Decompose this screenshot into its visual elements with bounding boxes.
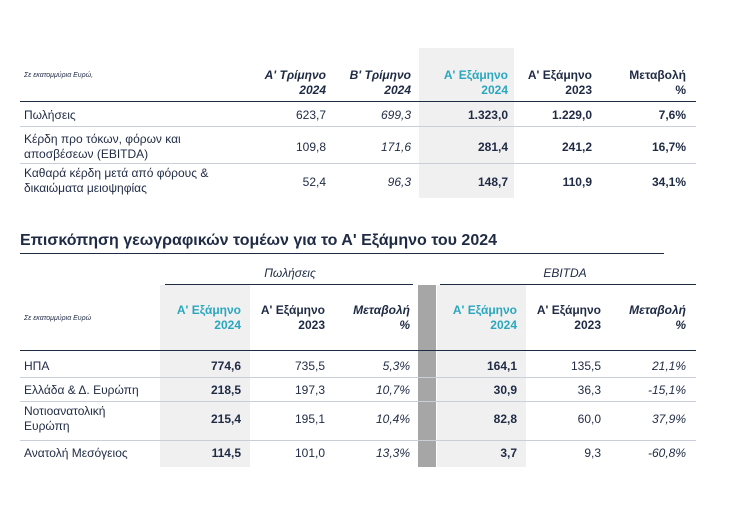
cell: 7,6% [658,108,686,122]
cell: 774,6 [210,359,241,373]
group-rule-ebitda [440,284,696,285]
cell: 52,4 [302,175,326,189]
col-header-q2-2024: Β' Τρίμηνο 2024 [349,68,411,97]
cell: 110,9 [562,175,592,189]
col-header-change: Μεταβολή% [353,303,410,332]
cell: 16,7% [651,140,686,154]
cell: -60,8% [647,446,686,460]
header-rule [20,350,696,351]
group-header-ebitda: EBITDA [543,266,587,280]
highlight-column-shade [160,285,250,467]
row-divider [20,163,696,164]
section-title: Επισκόπηση γεωγραφικών τομέων για το Α' … [20,232,498,249]
group-rule-sales [165,284,413,285]
group-header-sales: Πωλήσεις [264,266,316,280]
row-label-southeast-europe: Νοτιοανατολική Ευρώπη [24,404,106,433]
col-header-h1-2024: Α' Εξάμηνο 2024 [443,68,508,97]
row-divider [20,126,696,127]
cell: 60,0 [577,412,601,426]
cell: 109,8 [295,140,326,154]
row-label-net-profit: Καθαρά κέρδη μετά από φόρους & δικαιώματα… [24,166,209,195]
row-divider [20,440,696,441]
cell: 21,1% [651,359,686,373]
cell: 37,9% [651,412,686,426]
row-label-greece-west-europe: Ελλάδα & Δ. Ευρώπη [24,383,139,397]
col-header-h1-2024: Α' Εξάμηνο 2024 [176,303,241,332]
cell: 9,3 [584,446,601,460]
cell: 13,3% [375,446,410,460]
row-divider [20,377,696,378]
cell: 34,1% [651,175,686,189]
cell: 10,4% [375,412,410,426]
cell: 36,3 [577,383,601,397]
cell: 218,5 [210,383,241,397]
cell: 281,4 [477,140,508,154]
cell: 148,7 [477,175,508,189]
col-header-change: Μεταβολή% [629,68,686,97]
col-header-h1-2023: Α' Εξάμηνο 2023 [536,303,601,332]
col-header-q1-2024: Α' Τρίμηνο 2024 [264,68,326,97]
cell: 623,7 [295,108,326,122]
cell: 197,3 [294,383,325,397]
cell: 735,5 [294,359,325,373]
col-header-h1-2024: Α' Εξάμηνο 2024 [452,303,517,332]
row-label-sales: Πωλήσεις [24,108,76,122]
cell: 699,3 [380,108,411,122]
cell: 171,6 [380,140,411,154]
title-underline [20,253,664,254]
cell: 5,3% [382,359,410,373]
cell: 96,3 [387,175,411,189]
highlight-column-shade [419,48,514,198]
cell: 195,1 [294,412,325,426]
col-header-change: Μεταβολή% [629,303,686,332]
row-label-ebitda: Κέρδη προ τόκων, φόρων και αποσβέσεων (EB… [24,132,181,161]
unit-note: Σε εκατομμύρια Ευρώ [24,315,92,322]
row-divider [20,401,696,402]
cell: 1.229,0 [551,108,592,122]
cell: 101,0 [294,446,325,460]
separator-bar [418,285,436,467]
cell: 114,5 [211,446,241,460]
cell: 241,2 [561,140,592,154]
cell: 30,9 [493,383,517,397]
cell: 215,4 [210,412,241,426]
col-header-h1-2023: Α' Εξάμηνο 2023 [260,303,325,332]
cell: 82,8 [493,412,517,426]
cell: 164,1 [486,359,517,373]
cell: 135,5 [570,359,601,373]
cell: 10,7% [375,383,410,397]
cell: -15,1% [647,383,686,397]
header-rule [20,101,696,102]
cell: 1.323,0 [467,108,508,122]
row-label-east-mediterranean: Ανατολή Μεσόγειος [24,446,128,460]
highlight-column-shade [437,285,526,467]
cell: 3,7 [500,446,517,460]
col-header-h1-2023: Α' Εξάμηνο 2023 [527,68,592,97]
unit-note: Σε εκατομμύρια Ευρώ, [24,72,94,79]
row-label-usa: ΗΠΑ [24,359,50,373]
